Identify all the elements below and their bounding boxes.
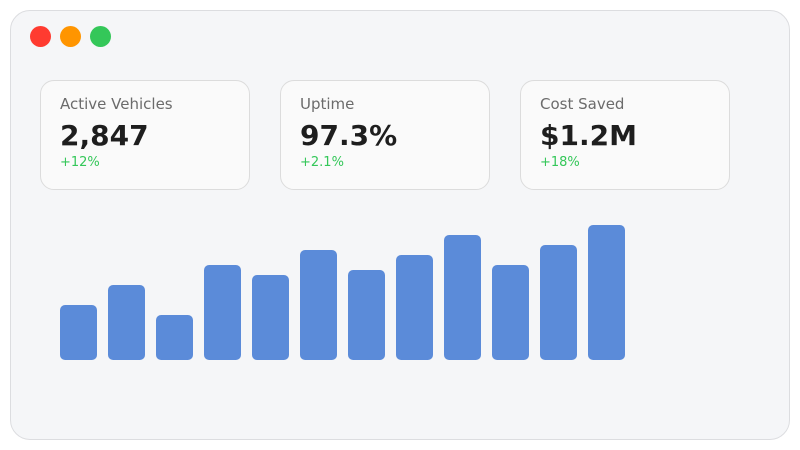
- stat-value: 97.3%: [300, 119, 398, 152]
- maximize-button[interactable]: [90, 26, 111, 47]
- bar-7: [348, 270, 385, 360]
- stat-card-cost-saved: Cost Saved $1.2M +18%: [520, 80, 730, 190]
- bar-3: [156, 315, 193, 360]
- bar-8: [396, 255, 433, 360]
- stat-label: Uptime: [300, 95, 355, 113]
- stat-value: 2,847: [60, 119, 149, 152]
- stat-card-active-vehicles: Active Vehicles 2,847 +12%: [40, 80, 250, 190]
- stat-label: Active Vehicles: [60, 95, 173, 113]
- bar-2: [108, 285, 145, 360]
- stat-label: Cost Saved: [540, 95, 625, 113]
- app-window: Active Vehicles 2,847 +12% Uptime 97.3% …: [10, 10, 790, 440]
- stat-change: +18%: [540, 155, 580, 170]
- bar-10: [492, 265, 529, 360]
- bar-1: [60, 305, 97, 360]
- bar-11: [540, 245, 577, 360]
- bar-12: [588, 225, 625, 360]
- stat-value: $1.2M: [540, 119, 637, 152]
- bar-4: [204, 265, 241, 360]
- stat-change: +12%: [60, 155, 100, 170]
- stat-change: +2.1%: [300, 155, 344, 170]
- bar-5: [252, 275, 289, 360]
- bar-9: [444, 235, 481, 360]
- minimize-button[interactable]: [60, 26, 81, 47]
- bar-6: [300, 250, 337, 360]
- close-button[interactable]: [30, 26, 51, 47]
- stat-card-uptime: Uptime 97.3% +2.1%: [280, 80, 490, 190]
